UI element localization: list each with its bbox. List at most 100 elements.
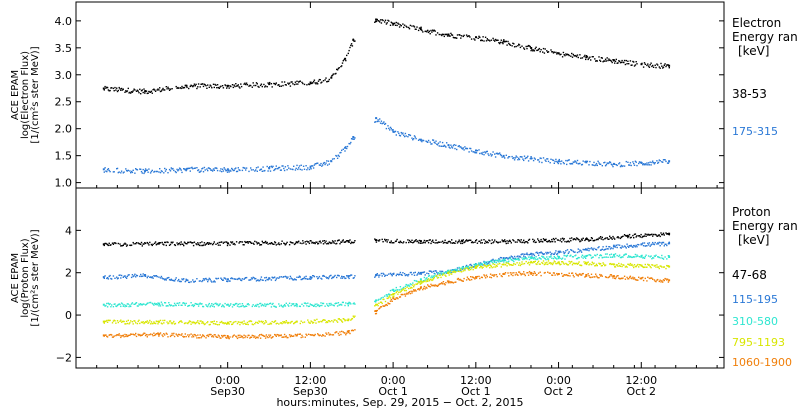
proton-data-point: [579, 273, 581, 275]
proton-data-point: [235, 320, 237, 323]
proton-data-point: [588, 264, 590, 266]
proton-data-point: [313, 319, 316, 321]
proton-data-point: [573, 238, 575, 240]
proton-data-point: [261, 303, 263, 306]
proton-data-point: [308, 242, 311, 245]
electron-data-point: [379, 19, 382, 21]
electron-data-point: [405, 135, 407, 137]
electron-data-point: [552, 52, 555, 54]
proton-data-point: [303, 321, 306, 323]
proton-data-marker: [347, 318, 350, 321]
proton-data-point: [226, 241, 228, 243]
proton-data-point: [271, 303, 273, 306]
proton-data-point: [469, 239, 471, 241]
proton-data-point: [663, 234, 665, 236]
electron-data-point: [455, 144, 457, 146]
proton-data-point: [106, 336, 109, 338]
proton-data-marker: [157, 333, 160, 336]
electron-data-point: [104, 85, 106, 88]
proton-data-point: [614, 253, 617, 255]
proton-data-point: [125, 320, 128, 322]
proton-data-point: [538, 252, 541, 254]
electron-data-point: [307, 83, 310, 85]
proton-data-point: [173, 244, 176, 246]
proton-data-point: [518, 239, 520, 241]
electron-data-point: [278, 85, 281, 87]
proton-data-point: [492, 274, 494, 276]
proton-data-point: [661, 254, 663, 257]
proton-data-point: [657, 235, 659, 237]
proton-data-point: [345, 240, 347, 243]
electron-data-point: [661, 65, 663, 67]
proton-data-point: [317, 242, 320, 245]
proton-data-point: [391, 275, 393, 277]
proton-data-point: [213, 320, 215, 322]
proton-data-point: [532, 257, 534, 259]
proton-data-point: [609, 256, 612, 258]
proton-data-point: [664, 243, 666, 245]
electron-data-point: [409, 24, 412, 27]
electron-data-point: [448, 35, 450, 37]
electron-data-point: [236, 170, 239, 173]
electron-data-point: [291, 168, 293, 170]
proton-data-point: [286, 277, 288, 279]
proton-data-point: [134, 320, 136, 322]
proton-data-point: [215, 243, 217, 245]
electron-data-point: [122, 88, 124, 90]
electron-data-point: [553, 51, 555, 53]
electron-data-point: [488, 154, 490, 157]
electron-ytick-label: 3.0: [55, 69, 73, 82]
proton-data-point: [509, 257, 512, 260]
proton-data-point: [559, 264, 561, 266]
proton-data-point: [256, 243, 258, 245]
proton-data-point: [657, 278, 659, 281]
electron-data-point: [119, 88, 121, 90]
proton-data-point: [212, 303, 215, 306]
electron-data-marker: [344, 57, 347, 60]
proton-data-point: [117, 334, 119, 336]
proton-data-point: [283, 276, 285, 278]
proton-data-point: [414, 289, 416, 291]
electron-data-point: [260, 83, 263, 85]
proton-data-point: [566, 274, 568, 276]
proton-data-point: [546, 240, 548, 243]
proton-data-point: [282, 276, 284, 278]
electron-data-point: [250, 84, 252, 87]
electron-data-point: [350, 138, 353, 140]
proton-data-point: [144, 321, 147, 323]
proton-data-point: [196, 278, 198, 280]
proton-data-point: [329, 275, 331, 277]
proton-data-point: [667, 255, 670, 257]
proton-data-point: [167, 305, 169, 307]
electron-data-point: [255, 169, 257, 171]
proton-data-point: [652, 257, 654, 259]
electron-data-point: [440, 145, 442, 147]
proton-data-point: [126, 303, 129, 305]
proton-data-point: [567, 240, 570, 242]
proton-data-point: [346, 240, 348, 242]
proton-data-point: [341, 304, 343, 306]
electron-data-point: [417, 139, 420, 141]
proton-data-point: [501, 263, 503, 266]
proton-data-point: [520, 239, 522, 241]
electron-data-point: [470, 38, 473, 40]
electron-data-point: [144, 92, 146, 94]
proton-data-point: [144, 242, 147, 245]
proton-data-point: [654, 264, 656, 267]
proton-data-point: [604, 276, 607, 278]
electron-data-point: [446, 33, 448, 36]
proton-data-point: [153, 275, 155, 277]
proton-data-point: [228, 305, 230, 307]
proton-data-point: [120, 335, 123, 337]
proton-data-point: [378, 302, 380, 304]
electron-data-point: [506, 44, 508, 46]
proton-data-point: [436, 277, 439, 279]
proton-data-point: [627, 256, 629, 258]
proton-data-point: [309, 334, 311, 336]
electron-data-point: [159, 171, 162, 174]
electron-data-point: [508, 42, 510, 45]
proton-data-point: [588, 254, 590, 256]
electron-data-point: [532, 49, 535, 51]
proton-data-point: [493, 241, 495, 243]
proton-data-point: [647, 276, 649, 278]
